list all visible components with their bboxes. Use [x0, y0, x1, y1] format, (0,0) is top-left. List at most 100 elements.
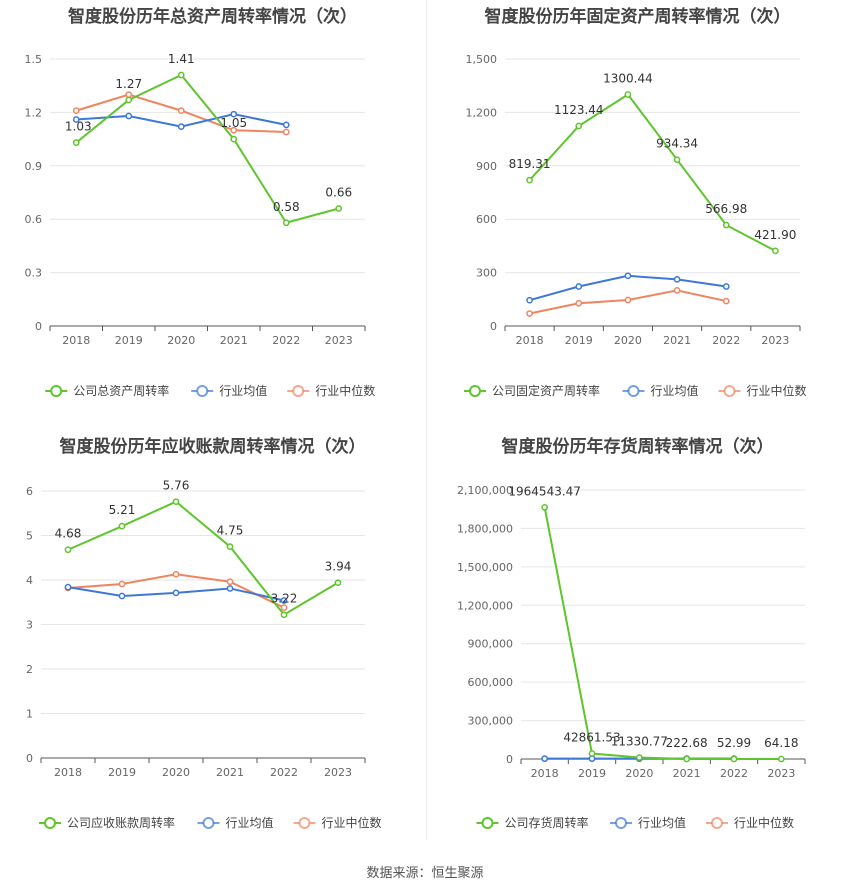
- data-point-median: [624, 296, 632, 304]
- data-point-avg: [226, 585, 234, 592]
- data-label: 1.41: [168, 52, 195, 66]
- data-point-company: [125, 96, 133, 104]
- y-tick-label: 1.2: [25, 106, 43, 119]
- y-tick-label: 0: [506, 753, 513, 766]
- y-tick-label: 900: [476, 160, 497, 173]
- data-point-company: [230, 135, 238, 143]
- data-point-median: [673, 287, 681, 294]
- data-point-company: [526, 176, 533, 184]
- y-tick-label: 600: [476, 213, 497, 226]
- legend-swatch-marker: [615, 817, 627, 829]
- y-tick-label: 0: [35, 320, 42, 333]
- data-point-avg: [541, 755, 549, 762]
- y-tick-label: 1.5: [25, 53, 43, 66]
- y-tick-label: 0: [26, 752, 33, 765]
- legend-label: 行业均值: [638, 815, 686, 830]
- legend-swatch-marker: [196, 385, 209, 397]
- data-point-avg: [624, 272, 632, 280]
- y-tick-label: 1,500,000: [457, 561, 513, 574]
- data-point-company: [777, 755, 785, 763]
- data-point-company: [730, 755, 738, 763]
- y-tick-label: 1,800,000: [457, 522, 513, 535]
- x-tick-label: 2018: [516, 334, 544, 347]
- y-tick-label: 6: [26, 485, 33, 498]
- data-label: 1.27: [115, 77, 142, 91]
- y-tick-label: 0.6: [25, 213, 43, 226]
- data-label: 566.98: [705, 202, 747, 216]
- x-tick-label: 2021: [673, 767, 701, 780]
- x-tick-label: 2019: [565, 334, 593, 347]
- y-tick-label: 4: [26, 574, 33, 587]
- x-tick-label: 2022: [272, 334, 300, 347]
- data-label: 4.68: [55, 527, 82, 541]
- y-tick-label: 0: [490, 320, 497, 333]
- x-tick-label: 2018: [531, 767, 559, 780]
- x-tick-label: 2020: [625, 767, 653, 780]
- x-tick-label: 2018: [62, 334, 90, 347]
- data-point-avg: [118, 592, 126, 600]
- data-point-avg: [526, 296, 533, 304]
- x-tick-label: 2021: [216, 766, 244, 779]
- y-tick-label: 300: [476, 267, 497, 280]
- data-label: 1964543.47: [508, 484, 581, 498]
- data-point-avg: [172, 589, 180, 597]
- chart-title: 智度股份历年应收账款周转率情况（次）: [59, 437, 366, 457]
- data-point-avg: [722, 283, 730, 290]
- chart-inventory-turnover: 0 300,000 600,000 900,000 1,200,000 1,500,000…: [457, 484, 806, 830]
- x-tick-label: 2023: [761, 334, 789, 347]
- y-tick-label: 1,200,000: [457, 599, 513, 612]
- x-tick-label: 2019: [578, 767, 606, 780]
- data-point-company: [722, 221, 730, 229]
- data-point-median: [172, 570, 180, 578]
- data-point-median: [177, 107, 185, 114]
- data-point-company: [118, 522, 126, 530]
- legend-swatch-marker: [298, 817, 311, 829]
- legend-swatch-marker: [44, 817, 56, 829]
- data-point-company: [72, 139, 80, 147]
- data-source-note: 数据来源：恒生聚源: [366, 866, 484, 881]
- y-tick-label: 3: [26, 619, 33, 632]
- data-label: 934.34: [656, 137, 698, 151]
- data-point-company: [588, 750, 596, 757]
- y-tick-label: 0.9: [25, 160, 43, 173]
- data-point-company: [64, 546, 72, 554]
- y-tick-label: 1,500: [466, 53, 498, 66]
- data-point-company: [683, 755, 691, 763]
- data-label: 1.05: [220, 116, 247, 130]
- data-point-company: [673, 156, 681, 164]
- chart-title: 智度股份历年存货周转率情况（次）: [501, 437, 774, 457]
- data-label: 3.22: [271, 592, 298, 606]
- legend-swatch-marker: [50, 385, 63, 397]
- legend-swatch-marker: [202, 817, 215, 829]
- legend-label: 行业中位数: [747, 383, 807, 398]
- x-tick-label: 2023: [325, 334, 353, 347]
- data-point-avg: [282, 121, 290, 129]
- legend-swatch-marker: [627, 385, 640, 397]
- data-point-median: [118, 580, 126, 588]
- legend-label: 行业均值: [226, 815, 274, 830]
- legend-label: 行业中位数: [315, 383, 375, 398]
- data-point-median: [72, 107, 80, 114]
- y-tick-label: 5: [26, 530, 33, 543]
- data-point-company: [282, 219, 290, 227]
- data-point-avg: [125, 112, 133, 120]
- legend-label: 公司存货周转率: [505, 815, 589, 830]
- data-label: 0.58: [273, 200, 300, 214]
- data-point-company: [335, 205, 343, 212]
- data-point-median: [226, 578, 234, 586]
- data-point-avg: [673, 276, 681, 283]
- x-tick-label: 2018: [54, 766, 82, 779]
- data-label: 52.99: [717, 736, 751, 750]
- chart-panel-receivables-turnover: 智度股份历年应收账款周转率情况（次） 0 1 2 3 4 5 6 2018 2019 2020 20…: [0, 430, 425, 860]
- data-point-median: [125, 91, 133, 98]
- legend-swatch-marker: [711, 817, 723, 829]
- data-point-company: [541, 504, 549, 511]
- data-point-company: [172, 498, 180, 506]
- y-tick-label: 300,000: [468, 715, 514, 728]
- series-line-avg: [529, 274, 727, 302]
- x-tick-label: 2019: [115, 334, 143, 347]
- data-point-median: [526, 310, 533, 317]
- data-point-company: [575, 122, 583, 130]
- legend-swatch-marker: [469, 385, 481, 397]
- data-point-avg: [72, 116, 80, 123]
